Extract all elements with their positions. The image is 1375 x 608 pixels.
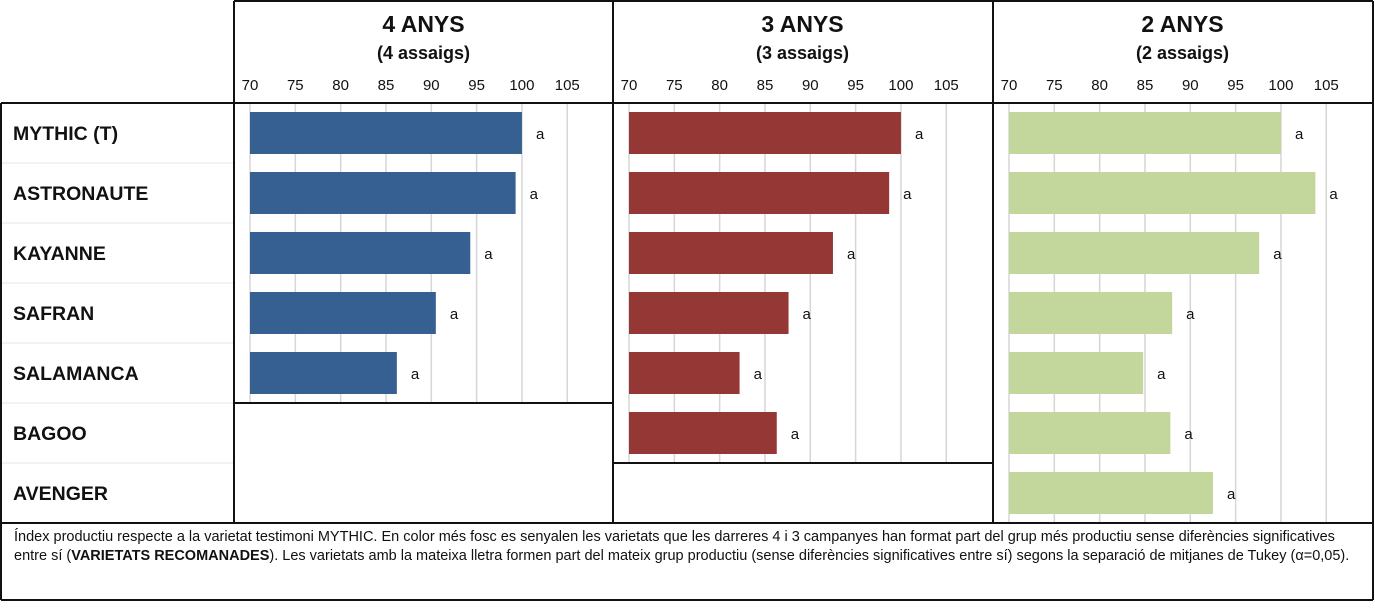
data-label: a xyxy=(915,126,924,143)
tick-label: 105 xyxy=(934,77,959,94)
data-label: a xyxy=(1273,246,1282,263)
tick-label: 90 xyxy=(802,77,819,94)
panel-subtitle: (2 assaigs) xyxy=(1136,43,1229,63)
data-label: a xyxy=(1184,426,1193,443)
data-label: a xyxy=(847,246,856,263)
bar xyxy=(1009,112,1281,154)
bar xyxy=(250,172,516,214)
tick-label: 75 xyxy=(1046,77,1063,94)
bar xyxy=(250,352,397,394)
footnote: Índex productiu respecte a la varietat t… xyxy=(14,528,1364,565)
footnote-text-after: ). Les varietats amb la mateixa lletra f… xyxy=(269,547,1350,564)
tick-label: 100 xyxy=(1268,77,1293,94)
data-label: a xyxy=(1157,366,1166,383)
tick-label: 100 xyxy=(509,77,534,94)
bar xyxy=(1009,292,1173,334)
bar xyxy=(1009,172,1316,214)
data-label: a xyxy=(803,306,812,323)
bar xyxy=(629,232,833,274)
bar xyxy=(1009,232,1260,274)
tick-label: 75 xyxy=(287,77,304,94)
category-label: SAFRAN xyxy=(13,303,94,325)
tick-label: 80 xyxy=(1091,77,1108,94)
data-label: a xyxy=(450,306,459,323)
panel-subtitle: (3 assaigs) xyxy=(756,43,849,63)
bar xyxy=(629,292,789,334)
bar xyxy=(629,352,740,394)
data-label: a xyxy=(1329,186,1338,203)
tick-label: 95 xyxy=(847,77,864,94)
data-label: a xyxy=(484,246,493,263)
bar xyxy=(629,112,901,154)
tick-label: 100 xyxy=(888,77,913,94)
bar xyxy=(250,232,471,274)
tick-label: 75 xyxy=(666,77,683,94)
panel-title: 3 ANYS xyxy=(761,11,843,37)
tick-label: 105 xyxy=(1314,77,1339,94)
data-label: a xyxy=(903,186,912,203)
data-label: a xyxy=(791,426,800,443)
bar xyxy=(250,292,436,334)
tick-label: 85 xyxy=(757,77,774,94)
footnote-text-before: Índex productiu respecte a la varietat t… xyxy=(14,529,1335,564)
data-label: a xyxy=(1295,126,1304,143)
category-label: ASTRONAUTE xyxy=(13,183,148,205)
tick-label: 85 xyxy=(378,77,395,94)
data-label: a xyxy=(536,126,545,143)
footnote-bold-text: VARIETATS RECOMANADES xyxy=(71,547,270,564)
tick-label: 80 xyxy=(711,77,728,94)
data-label: a xyxy=(754,366,763,383)
tick-label: 90 xyxy=(1182,77,1199,94)
tick-label: 70 xyxy=(242,77,259,94)
tick-label: 105 xyxy=(555,77,580,94)
data-label: a xyxy=(1227,486,1236,503)
data-label: a xyxy=(411,366,420,383)
category-label: AVENGER xyxy=(13,483,108,505)
tick-label: 70 xyxy=(1001,77,1018,94)
bar xyxy=(1009,412,1171,454)
category-label: MYTHIC (T) xyxy=(13,123,118,145)
data-label: a xyxy=(530,186,539,203)
bar xyxy=(629,412,777,454)
tick-label: 85 xyxy=(1137,77,1154,94)
tick-label: 80 xyxy=(332,77,349,94)
tick-label: 90 xyxy=(423,77,440,94)
bar xyxy=(629,172,890,214)
panel-subtitle: (4 assaigs) xyxy=(377,43,470,63)
category-label: SALAMANCA xyxy=(13,363,139,385)
data-label: a xyxy=(1186,306,1195,323)
bar xyxy=(1009,352,1144,394)
category-label: KAYANNE xyxy=(13,243,106,265)
panel-title: 4 ANYS xyxy=(382,11,464,37)
category-label: BAGOO xyxy=(13,423,87,445)
bar xyxy=(250,112,522,154)
bar xyxy=(1009,472,1213,514)
tick-label: 95 xyxy=(1227,77,1244,94)
tick-label: 95 xyxy=(468,77,485,94)
panel-title: 2 ANYS xyxy=(1141,11,1223,37)
tick-label: 70 xyxy=(621,77,638,94)
